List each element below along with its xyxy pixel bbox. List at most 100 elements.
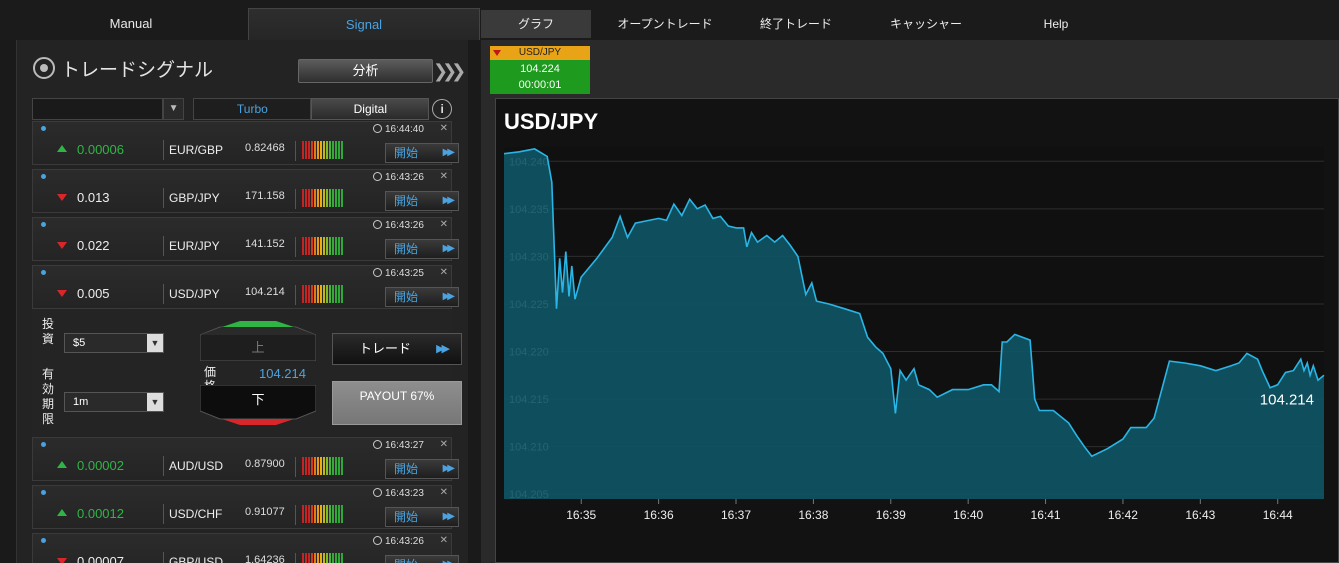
start-button[interactable]: 開始 ▶▶ [385, 143, 459, 163]
strength-bar [329, 141, 331, 159]
strength-bar [308, 457, 310, 475]
signal-time-wrap: 16:44:40 [373, 124, 424, 135]
close-icon[interactable]: ✕ [439, 219, 448, 230]
strength-bar [341, 285, 343, 303]
signal-time: 16:43:26 [385, 220, 424, 231]
down-button[interactable]: 下 [200, 385, 316, 425]
start-button[interactable]: 開始 ▶▶ [385, 239, 459, 259]
double-chevron-icon: ▶▶ [443, 556, 456, 563]
start-button[interactable]: 開始 ▶▶ [385, 507, 459, 527]
chevron-down-icon[interactable]: ▼ [162, 98, 185, 120]
start-label: 開始 [394, 242, 419, 256]
invest-value: $5 [73, 337, 86, 349]
strength-bar [314, 457, 316, 475]
close-icon[interactable]: ✕ [439, 171, 448, 182]
signal-time: 16:44:40 [385, 124, 424, 135]
signal-row[interactable]: ✕ 16:43:25 0.005 USD/JPY 104.214 開始 ▶▶ [32, 265, 459, 309]
expiry-select[interactable]: 1m ▼ [64, 392, 164, 412]
start-button[interactable]: 開始 ▶▶ [385, 555, 459, 563]
signal-row[interactable]: ✕ 16:43:27 0.00002 AUD/USD 0.87900 開始 ▶▶ [32, 437, 459, 481]
signal-row[interactable]: ✕ 16:43:23 0.00012 USD/CHF 0.91077 開始 ▶▶ [32, 485, 459, 529]
tab-0[interactable]: グラフ [481, 10, 591, 38]
signal-time-wrap: 16:43:26 [373, 172, 424, 183]
mode-tabs: Manual Signal [14, 8, 480, 40]
clock-icon [373, 440, 382, 449]
double-chevron-icon: ▶▶ [442, 147, 456, 158]
strength-bar [317, 285, 319, 303]
panel-title: トレードシグナル [61, 59, 214, 81]
trade-form: 投資 $5 ▼ 有効期限 1m ▼ 上 価格 104.214 下 トレード ▶▶… [32, 309, 462, 436]
signal-change: 0.022 [77, 238, 110, 253]
strength-bar [308, 505, 310, 523]
strength-bar [323, 285, 325, 303]
strength-bar [311, 553, 313, 563]
status-dot [41, 270, 46, 275]
strength-bar [320, 457, 322, 475]
trade-button[interactable]: トレード ▶▶ [332, 333, 462, 365]
strength-bar [302, 237, 304, 255]
clock-icon [373, 536, 382, 545]
strength-bar [314, 189, 316, 207]
close-icon[interactable]: ✕ [439, 487, 448, 498]
strength-bar [329, 553, 331, 563]
strength-bar [341, 141, 343, 159]
arrow-down-icon [57, 242, 67, 249]
panel-header: トレードシグナル [33, 56, 214, 81]
strength-bar [305, 505, 307, 523]
x-tick-label: 16:44 [1263, 508, 1293, 522]
signal-row[interactable]: ✕ 16:44:40 0.00006 EUR/GBP 0.82468 開始 ▶▶ [32, 121, 459, 165]
strength-bar [329, 457, 331, 475]
strength-bar [335, 505, 337, 523]
close-icon[interactable]: ✕ [439, 123, 448, 134]
strength-bar [305, 457, 307, 475]
strength-bar [314, 553, 316, 563]
tab-digital[interactable]: Digital [311, 98, 430, 120]
expiry-label: 有効期限 [42, 367, 55, 426]
signal-pair: GBP/JPY [163, 188, 238, 208]
strength-meter [295, 141, 344, 161]
signal-row[interactable]: ✕ 16:43:26 0.022 EUR/JPY 141.152 開始 ▶▶ [32, 217, 459, 261]
strength-bar [308, 237, 310, 255]
strength-bar [317, 237, 319, 255]
up-button[interactable]: 上 [200, 321, 316, 361]
strength-bar [320, 285, 322, 303]
filter-select[interactable] [32, 98, 163, 120]
invest-select[interactable]: $5 ▼ [64, 333, 164, 353]
strength-bar [338, 553, 340, 563]
tab-manual[interactable]: Manual [109, 16, 153, 31]
strength-bar [305, 285, 307, 303]
strength-bar [323, 189, 325, 207]
x-tick-label: 16:40 [953, 508, 983, 522]
close-icon[interactable]: ✕ [439, 267, 448, 278]
tab-1[interactable]: オープントレード [617, 17, 713, 31]
chevrons-icon: ❯❯❯ [433, 61, 466, 81]
info-icon[interactable]: i [432, 99, 452, 119]
price-ticker[interactable]: USD/JPY 104.224 00:00:01 [490, 46, 590, 94]
start-button[interactable]: 開始 ▶▶ [385, 191, 459, 211]
start-button[interactable]: 開始 ▶▶ [385, 459, 459, 479]
signal-pair: EUR/GBP [163, 140, 238, 160]
strength-meter [295, 189, 344, 209]
strength-bar [341, 457, 343, 475]
signal-row[interactable]: ✕ 16:43:26 0.00007 GBP/USD 1.64236 開始 ▶▶ [32, 533, 459, 563]
strength-bar [329, 237, 331, 255]
down-arrow-icon [493, 50, 501, 56]
strength-bar [302, 141, 304, 159]
tab-signal[interactable]: Signal [248, 8, 480, 40]
tab-4[interactable]: Help [1043, 17, 1069, 31]
signal-time-wrap: 16:43:27 [373, 440, 424, 451]
strength-bar [311, 457, 313, 475]
tab-2[interactable]: 終了トレード [759, 17, 832, 31]
strength-bar [338, 237, 340, 255]
signal-row[interactable]: ✕ 16:43:26 0.013 GBP/JPY 171.158 開始 ▶▶ [32, 169, 459, 213]
close-icon[interactable]: ✕ [439, 535, 448, 546]
close-icon[interactable]: ✕ [439, 439, 448, 450]
series-line [503, 148, 1325, 458]
start-button[interactable]: 開始 ▶▶ [385, 287, 459, 307]
analysis-button[interactable]: 分析 [298, 59, 433, 83]
signal-price: 0.91077 [245, 506, 285, 518]
tab-3[interactable]: キャッシャー [889, 17, 962, 31]
start-label: 開始 [394, 510, 419, 524]
tab-turbo[interactable]: Turbo [193, 98, 312, 120]
strength-bar [320, 141, 322, 159]
